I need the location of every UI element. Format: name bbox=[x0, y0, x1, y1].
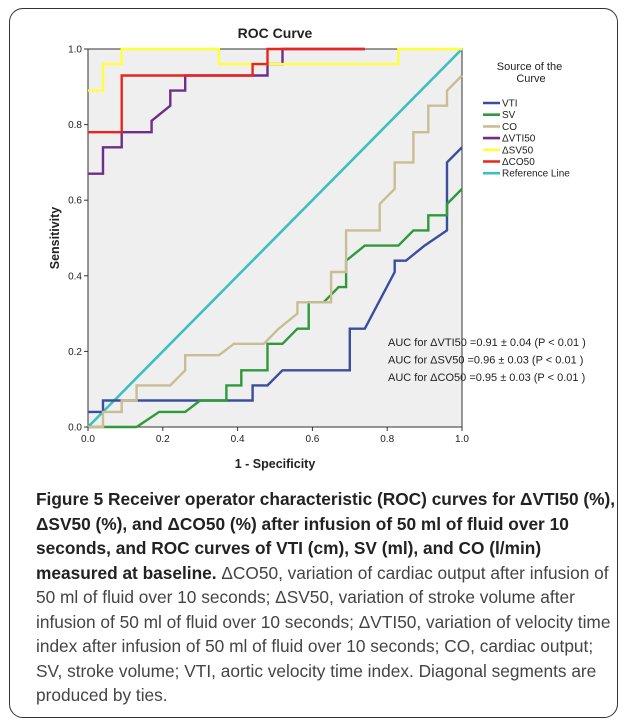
figure-caption: Figure 5 Receiver operator characteristi… bbox=[36, 487, 617, 708]
y-tick-label: 0.8 bbox=[68, 120, 82, 131]
x-tick-label: 0.8 bbox=[380, 434, 394, 445]
y-tick-label: 0.6 bbox=[68, 196, 82, 207]
auc-annotation-1: AUC for ΔSV50 =0.96 ± 0.03 (P < 0.01 ) bbox=[388, 355, 583, 367]
y-tick-label: 0.0 bbox=[68, 423, 82, 434]
x-axis-label: 1 - Specificity bbox=[235, 457, 316, 471]
caption-title: Figure 5 Receiver operator characteristi… bbox=[36, 489, 616, 583]
y-tick-label: 0.4 bbox=[68, 271, 82, 282]
series-line-5 bbox=[88, 47, 365, 134]
series-line-4 bbox=[88, 47, 462, 92]
caption-text: ΔCO50, variation of cardiac output after… bbox=[36, 562, 611, 706]
auc-annotation-0: AUC for ΔVTI50 =0.91 ± 0.04 (P < 0.01 ) bbox=[388, 337, 586, 349]
y-tick-label: 1.0 bbox=[68, 45, 82, 56]
roc-chart: ROC Curve 1 - Specificity Sensitivity 0.… bbox=[48, 25, 586, 471]
series-line-1 bbox=[88, 188, 463, 429]
y-tick-label: 0.2 bbox=[68, 347, 82, 358]
chart-title: ROC Curve bbox=[238, 25, 313, 41]
x-tick-label: 0.0 bbox=[81, 434, 95, 445]
x-tick-label: 0.2 bbox=[156, 434, 170, 445]
x-tick-label: 0.4 bbox=[231, 434, 245, 445]
x-tick-label: 1.0 bbox=[455, 434, 469, 445]
x-tick-label: 0.6 bbox=[305, 434, 319, 445]
legend-label-6: Reference Line bbox=[502, 169, 570, 180]
legend-label-3: ΔVTI50 bbox=[502, 134, 536, 145]
legend-title: Source of the Curve bbox=[497, 61, 566, 85]
y-axis-label: Sensitivity bbox=[48, 207, 62, 270]
legend-label-2: CO bbox=[502, 122, 517, 133]
legend-label-4: ΔSV50 bbox=[502, 145, 534, 156]
legend-label-0: VTI bbox=[502, 99, 518, 110]
auc-annotation-2: AUC for ΔCO50 =0.95 ± 0.03 (P < 0.01 ) bbox=[388, 372, 585, 384]
series-line-2 bbox=[88, 74, 463, 429]
series-line-6 bbox=[87, 48, 463, 428]
figure-frame: ROC Curve 1 - Specificity Sensitivity 0.… bbox=[9, 8, 618, 718]
legend-label-5: ΔCO50 bbox=[502, 157, 535, 168]
legend-label-1: SV bbox=[502, 110, 516, 121]
